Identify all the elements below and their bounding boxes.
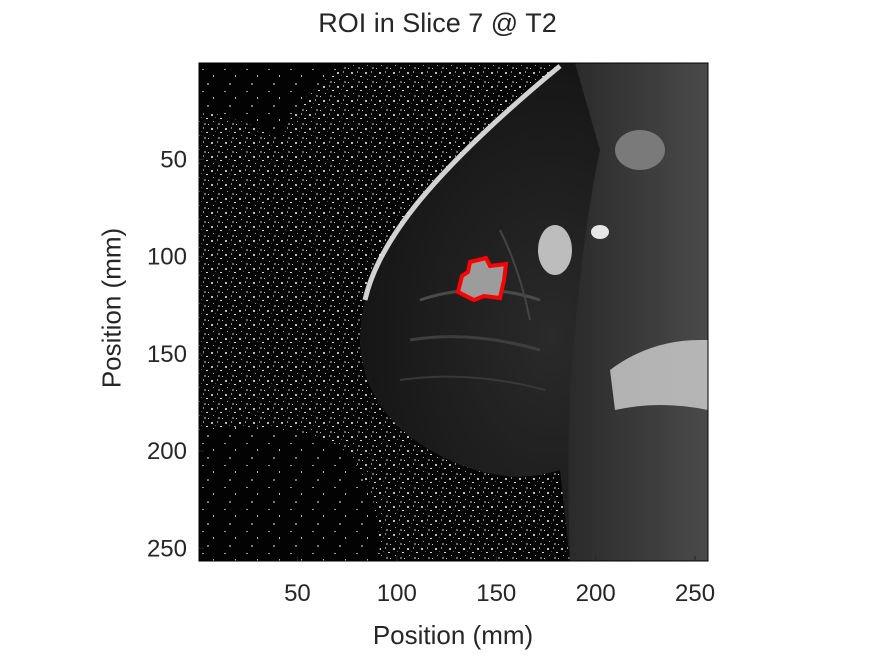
figure-title: ROI in Slice 7 @ T2 [318, 8, 557, 38]
mri-slice-image [199, 63, 708, 561]
x-tick-label: 200 [576, 580, 616, 607]
x-tick-label: 50 [284, 580, 311, 607]
roi-outline [455, 255, 509, 303]
y-tick-label: 100 [147, 244, 187, 271]
y-axis-ticks: 50 100 150 200 250 [147, 146, 204, 562]
y-tick-label: 50 [160, 146, 187, 173]
y-tick-label: 200 [147, 438, 187, 465]
x-axis-label: Position (mm) [372, 620, 534, 650]
x-tick-label: 250 [675, 580, 715, 607]
x-tick-label: 100 [377, 580, 417, 607]
x-axis-ticks: 50 100 150 200 250 [284, 556, 715, 607]
x-tick-label: 150 [476, 580, 516, 607]
y-tick-label: 150 [147, 341, 187, 368]
y-tick-label: 250 [147, 535, 187, 562]
